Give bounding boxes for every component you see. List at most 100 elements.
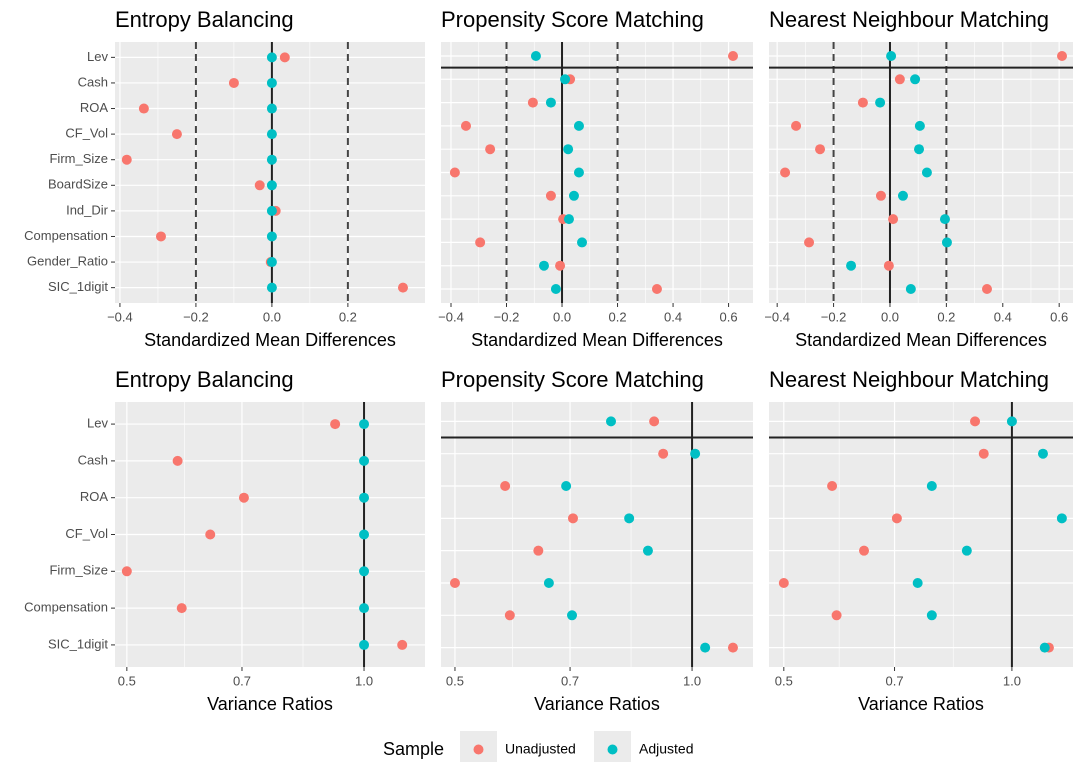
x-tick-label: 0.7 [885,673,903,688]
point [914,120,925,131]
point [545,97,556,108]
point [846,260,857,271]
panel-background [441,402,753,667]
panel-title: Propensity Score Matching [441,7,704,32]
point [449,577,460,588]
point [649,416,660,427]
y-tick-label: Firm_Size [49,563,108,578]
point [912,577,923,588]
point [359,529,370,540]
x-tick-label: 0.4 [664,309,682,324]
legend-marker [607,744,618,755]
point [728,50,739,61]
legend-label: Adjusted [639,741,693,757]
point [228,77,239,88]
point [1057,50,1068,61]
point [504,610,515,621]
x-tick-label: −0.2 [821,309,847,324]
x-tick-label: 0.7 [561,673,579,688]
point [961,545,972,556]
point [910,74,921,85]
point [563,214,574,225]
panel-title: Entropy Balancing [115,367,294,392]
point [875,97,886,108]
y-tick-label: Firm_Size [49,151,108,166]
point [573,120,584,131]
point [266,103,277,114]
panel-title: Nearest Neighbour Matching [769,367,1049,392]
y-tick-label: Cash [78,74,108,89]
point [605,416,616,427]
point [475,237,486,248]
point [538,260,549,271]
point [359,455,370,466]
point [897,190,908,201]
point [1037,448,1048,459]
x-axis-title: Variance Ratios [207,694,333,714]
x-tick-label: 0.5 [446,673,464,688]
point [970,416,981,427]
point [567,513,578,524]
point [238,492,249,503]
point [815,144,826,155]
point [700,642,711,653]
point [155,231,166,242]
point [891,513,902,524]
point [359,566,370,577]
point [533,545,544,556]
point [527,97,538,108]
point [778,577,789,588]
point [690,448,701,459]
x-tick-label: 0.2 [339,309,357,324]
y-tick-label: Cash [78,452,108,467]
point [939,214,950,225]
point [397,639,408,650]
point [727,642,738,653]
x-tick-label: 0.0 [553,309,571,324]
x-tick-label: 1.0 [355,673,373,688]
point [894,74,905,85]
point [543,577,554,588]
y-tick-label: Compensation [24,228,108,243]
point [359,603,370,614]
x-axis-title: Standardized Mean Differences [144,330,396,350]
y-tick-label: ROA [80,100,109,115]
x-tick-label: 0.5 [118,673,136,688]
y-tick-label: ROA [80,489,109,504]
x-tick-label: 0.2 [937,309,955,324]
point [978,448,989,459]
y-tick-label: Compensation [24,600,108,615]
point [121,566,132,577]
point [914,144,925,155]
point [266,129,277,140]
point [981,284,992,295]
x-tick-label: 0.0 [881,309,899,324]
panel-background [769,402,1073,667]
point [266,282,277,293]
point [330,419,341,430]
x-tick-label: 0.6 [720,309,738,324]
point [658,448,669,459]
point [266,231,277,242]
point [875,190,886,201]
point [138,103,149,114]
point [568,190,579,201]
point [279,52,290,63]
panel-title: Nearest Neighbour Matching [769,7,1049,32]
point [651,284,662,295]
point [121,154,132,165]
point [1056,513,1067,524]
x-tick-label: 0.0 [263,309,281,324]
point [941,237,952,248]
point [926,610,937,621]
point [561,481,572,492]
legend-marker [473,744,484,755]
x-tick-label: 0.5 [775,673,793,688]
point [905,284,916,295]
y-tick-label: Lev [87,49,108,64]
point [485,144,496,155]
x-tick-label: 0.6 [1050,309,1068,324]
point [888,214,899,225]
point [577,237,588,248]
point [827,481,838,492]
